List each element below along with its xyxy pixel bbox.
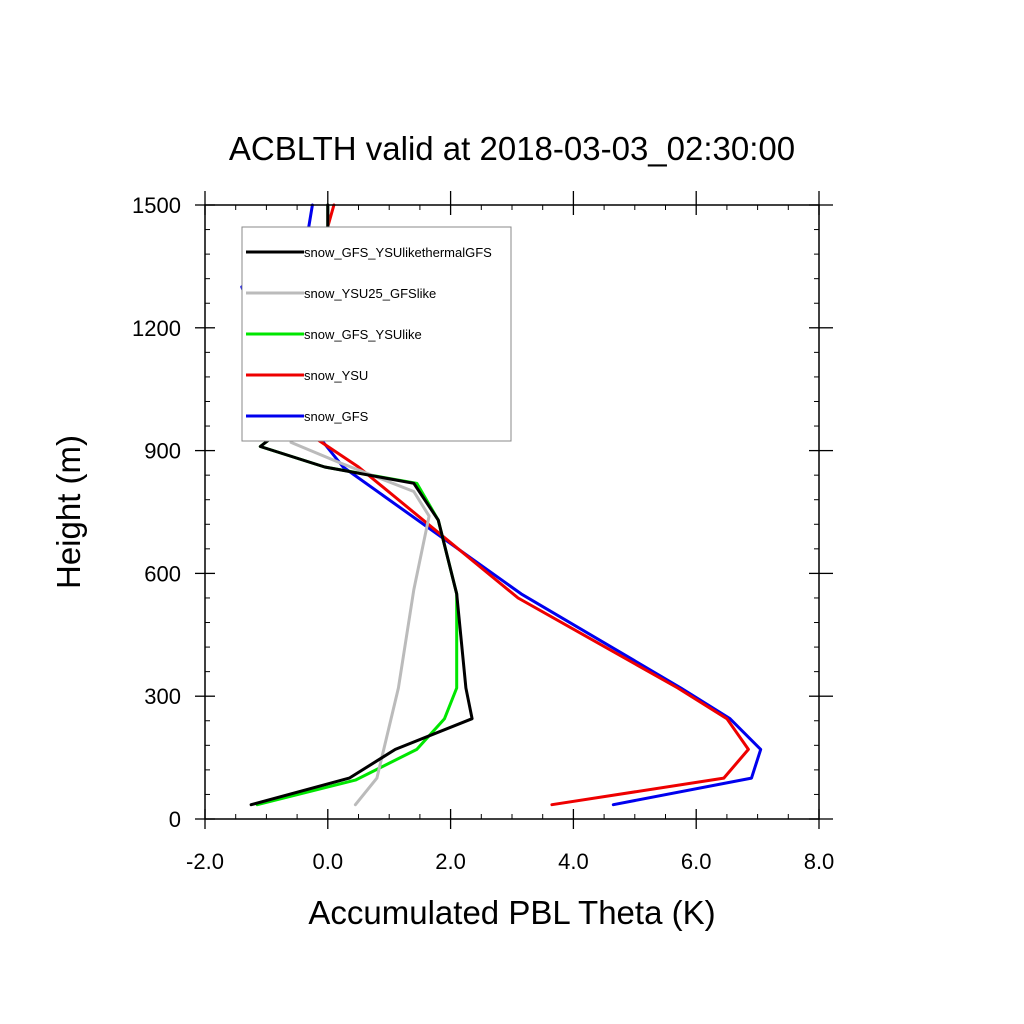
chart-title: ACBLTH valid at 2018-03-03_02:30:00: [229, 130, 795, 167]
y-tick-label: 1500: [132, 193, 181, 218]
y-axis-label: Height (m): [50, 435, 87, 589]
legend-label: snow_GFS_YSUlike: [304, 327, 422, 342]
y-tick-label: 300: [144, 684, 181, 709]
x-tick-label: 8.0: [804, 849, 835, 874]
legend-label: snow_YSU25_GFSlike: [304, 286, 436, 301]
legend: snow_GFS_YSUlikethermalGFS snow_YSU25_GFS…: [241, 226, 512, 442]
x-tick-label: -2.0: [186, 849, 224, 874]
x-tick-label: 4.0: [558, 849, 589, 874]
x-tick-label: 0.0: [313, 849, 344, 874]
legend-label: snow_GFS: [304, 409, 369, 424]
y-tick-label: 0: [169, 807, 181, 832]
x-tick-label: 6.0: [681, 849, 712, 874]
x-tick-label: 2.0: [435, 849, 466, 874]
legend-label: snow_GFS_YSUlikethermalGFS: [304, 245, 492, 260]
axis-ticks: -2.0 0.0 2.0 4.0 6.0 8.0 0 300 600 900 1200 1500: [132, 191, 834, 874]
y-tick-label: 1200: [132, 316, 181, 341]
y-tick-label: 900: [144, 439, 181, 464]
legend-label: snow_YSU: [304, 368, 368, 383]
y-tick-label: 600: [144, 561, 181, 586]
x-axis-label: Accumulated PBL Theta (K): [308, 894, 715, 931]
